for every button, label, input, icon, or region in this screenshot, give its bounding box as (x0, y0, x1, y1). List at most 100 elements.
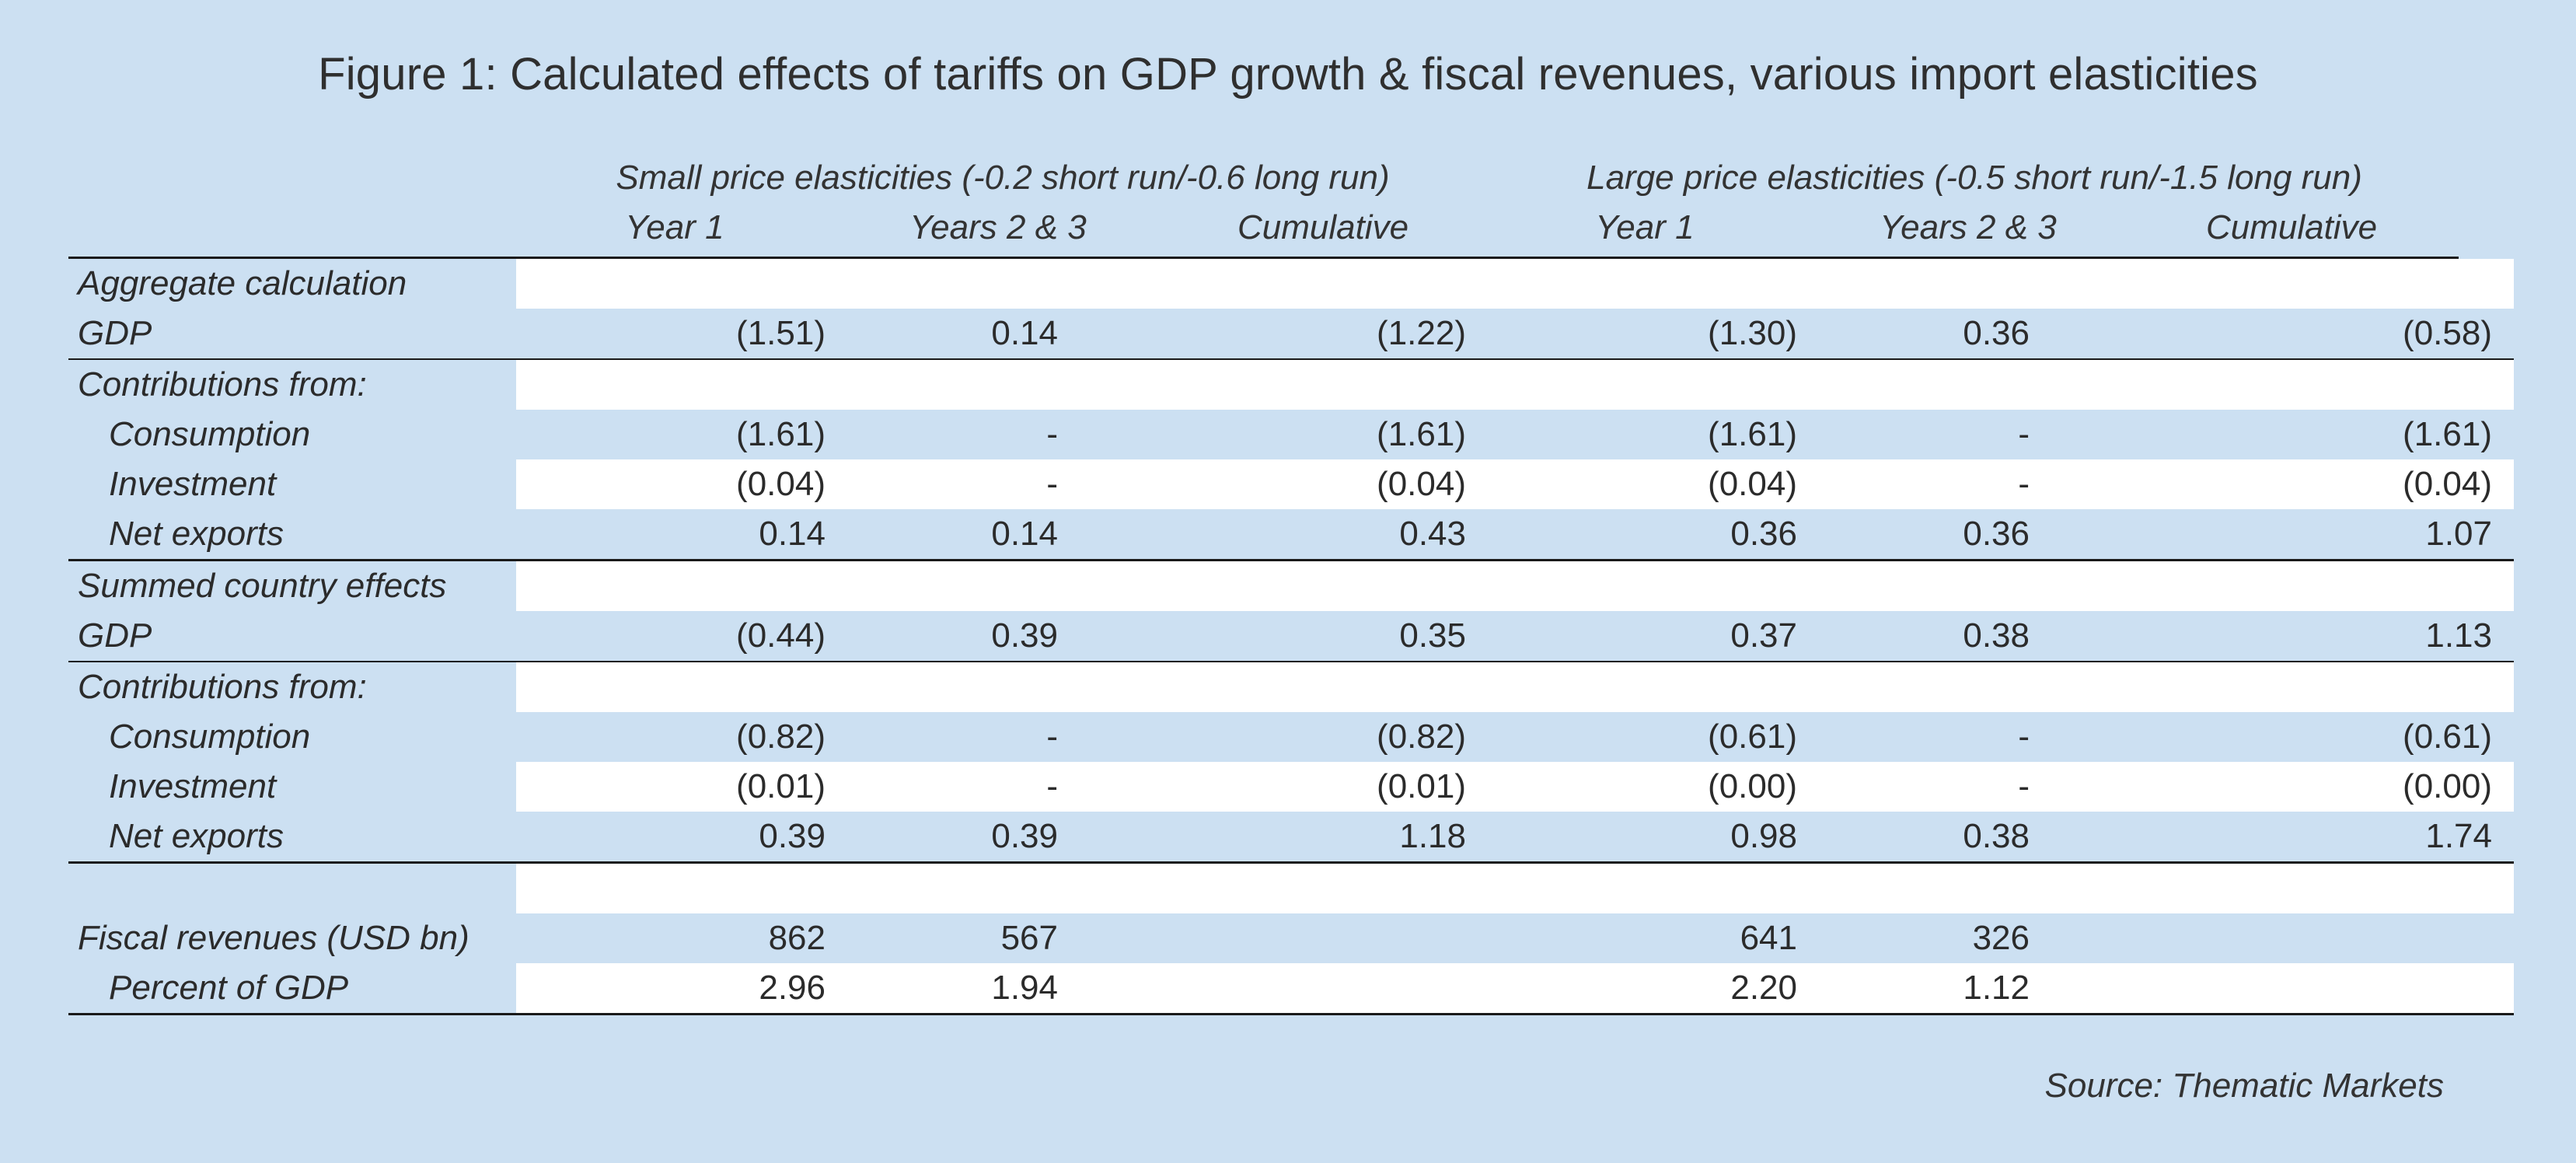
table-cell: 0.38 (1811, 812, 2134, 864)
table-cell (1163, 913, 1488, 963)
table-cell: 0.14 (839, 509, 1163, 561)
table-cell: 0.36 (1488, 509, 1811, 561)
row-label: Contributions from: (68, 359, 516, 410)
table-cell (1488, 662, 1811, 712)
table-cell (1488, 862, 1811, 913)
table-cell: (0.61) (1488, 712, 1811, 762)
table-cell: (0.04) (2134, 459, 2514, 509)
table-row: Investment (0.01) - (0.01) (0.00) - (0.0… (68, 762, 2514, 812)
table-cell: (1.22) (1163, 309, 1488, 360)
table-row: Percent of GDP 2.96 1.94 2.20 1.12 (68, 963, 2514, 1015)
table-cell (2134, 560, 2514, 611)
table-cell (839, 560, 1163, 611)
table-cell (1811, 862, 2134, 913)
table-cell: (0.01) (516, 762, 839, 812)
table-cell (1811, 359, 2134, 410)
table-cell: (0.04) (516, 459, 839, 509)
row-label: Consumption (68, 410, 516, 459)
column-header-year1-large: Year 1 (1595, 208, 1695, 246)
table-cell (1811, 662, 2134, 712)
table-cell (1163, 662, 1488, 712)
figure-title: Figure 1: Calculated effects of tariffs … (318, 49, 2258, 100)
table-cell: (1.61) (1488, 410, 1811, 459)
table-cell (2134, 963, 2514, 1015)
table-cell: 1.07 (2134, 509, 2514, 561)
row-label: Summed country effects (68, 560, 516, 611)
row-label: Consumption (68, 712, 516, 762)
table-cell (1163, 862, 1488, 913)
table-cell (2134, 662, 2514, 712)
table-cell: - (1811, 410, 2134, 459)
table-cell: (0.58) (2134, 309, 2514, 360)
group-header-large-elasticities: Large price elasticities (-0.5 short run… (1586, 159, 2362, 197)
table-cell: (1.61) (516, 410, 839, 459)
table-cell (1488, 560, 1811, 611)
column-header-years23-small: Years 2 & 3 (909, 208, 1087, 246)
table-cell: (0.01) (1163, 762, 1488, 812)
group-header-small-elasticities: Small price elasticities (-0.2 short run… (616, 159, 1390, 197)
column-header-cumulative-small: Cumulative (1237, 208, 1409, 246)
table-cell: (1.61) (2134, 410, 2514, 459)
table-cell (516, 862, 839, 913)
table-cell: 567 (839, 913, 1163, 963)
table-cell (839, 359, 1163, 410)
table-cell (1811, 259, 2134, 309)
table-cell (2134, 913, 2514, 963)
table-row: GDP (1.51) 0.14 (1.22) (1.30) 0.36 (0.58… (68, 309, 2514, 360)
table-row: Fiscal revenues (USD bn) 862 567 641 326 (68, 913, 2514, 963)
table-cell: 0.39 (516, 812, 839, 864)
table-row: Contributions from: (68, 662, 2514, 712)
table-cell (1163, 359, 1488, 410)
table-cell: 0.35 (1163, 611, 1488, 662)
table-row: Consumption (0.82) - (0.82) (0.61) - (0.… (68, 712, 2514, 762)
row-label: Aggregate calculation (68, 259, 516, 309)
table-cell: 1.74 (2134, 812, 2514, 864)
table-cell: 2.20 (1488, 963, 1811, 1015)
row-label: Investment (68, 762, 516, 812)
table-row: Summed country effects (68, 560, 2514, 611)
table-cell: - (839, 459, 1163, 509)
row-label: GDP (68, 611, 516, 662)
table-cell (1163, 963, 1488, 1015)
table-cell: 0.98 (1488, 812, 1811, 864)
table-cell (2134, 862, 2514, 913)
table-row: GDP (0.44) 0.39 0.35 0.37 0.38 1.13 (68, 611, 2514, 662)
row-label: Contributions from: (68, 662, 516, 712)
table-cell (1488, 259, 1811, 309)
column-header-cumulative-large: Cumulative (2205, 208, 2378, 246)
table-cell: - (1811, 762, 2134, 812)
table-row: Net exports 0.14 0.14 0.43 0.36 0.36 1.0… (68, 509, 2514, 561)
table-cell: 1.94 (839, 963, 1163, 1015)
row-label: Net exports (68, 509, 516, 561)
table-cell: (0.44) (516, 611, 839, 662)
column-header-years23-large: Years 2 & 3 (1880, 208, 2057, 246)
table-row: Investment (0.04) - (0.04) (0.04) - (0.0… (68, 459, 2514, 509)
table-cell: 2.96 (516, 963, 839, 1015)
table-cell: 0.14 (516, 509, 839, 561)
table-cell: - (1811, 712, 2134, 762)
row-label (68, 862, 516, 913)
table-cell (2134, 359, 2514, 410)
table-cell: (0.04) (1163, 459, 1488, 509)
table-cell: 0.39 (839, 611, 1163, 662)
table-row: Aggregate calculation (68, 259, 2514, 309)
table-cell: 0.14 (839, 309, 1163, 360)
table-cell: 1.12 (1811, 963, 2134, 1015)
source-note: Source: Thematic Markets (2044, 1067, 2445, 1105)
table-cell: 0.39 (839, 812, 1163, 864)
table-cell (1163, 259, 1488, 309)
table-cell: 1.13 (2134, 611, 2514, 662)
table-row: Contributions from: (68, 359, 2514, 410)
row-label: Percent of GDP (68, 963, 516, 1015)
table-cell: (0.00) (2134, 762, 2514, 812)
table-cell: (0.82) (1163, 712, 1488, 762)
table-cell: 326 (1811, 913, 2134, 963)
table-cell: (0.00) (1488, 762, 1811, 812)
table-cell: (0.82) (516, 712, 839, 762)
table-cell: 0.36 (1811, 309, 2134, 360)
table-cell (516, 662, 839, 712)
table-cell: (1.30) (1488, 309, 1811, 360)
table-cell (516, 359, 839, 410)
row-label: Fiscal revenues (USD bn) (68, 913, 516, 963)
table-cell: 862 (516, 913, 839, 963)
